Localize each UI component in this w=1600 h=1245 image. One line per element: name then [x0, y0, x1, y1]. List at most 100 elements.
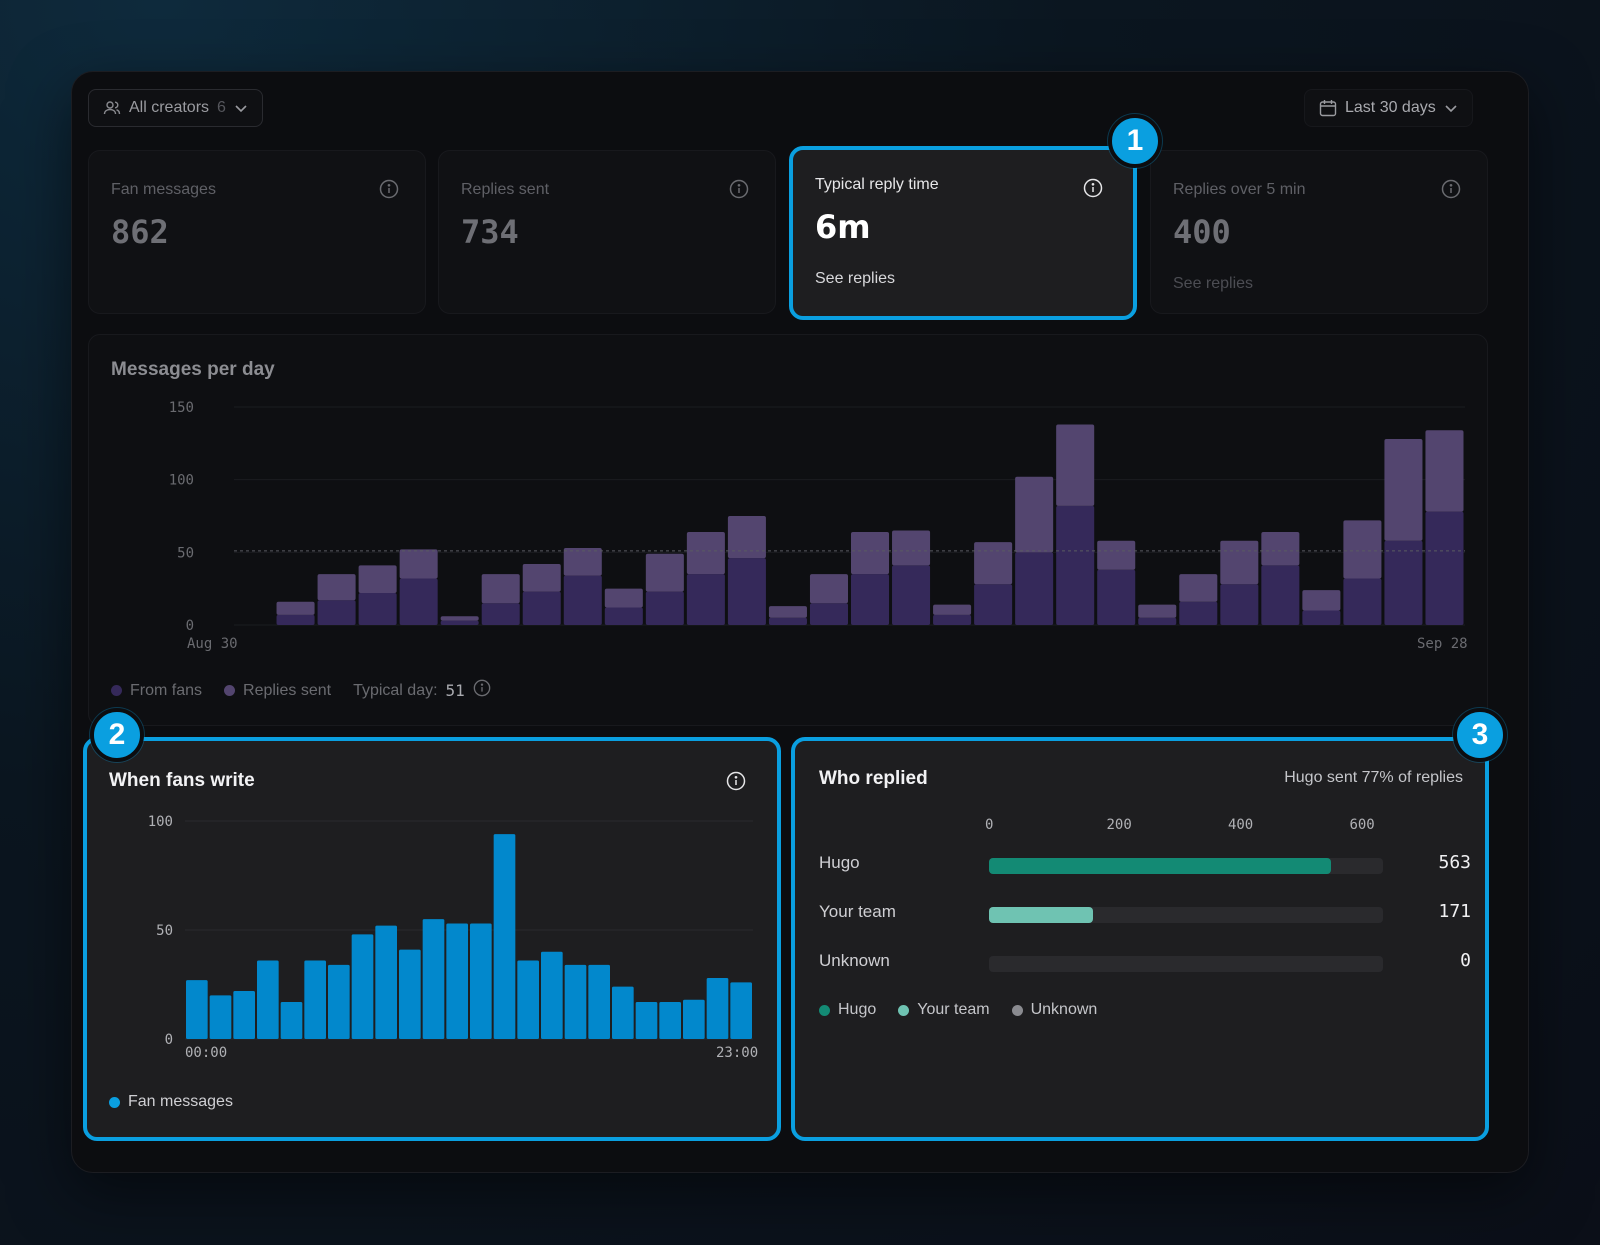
bar-hour: [257, 960, 279, 1039]
bar-from-fans: [727, 558, 766, 625]
legend-item-your-team: Your team: [898, 1001, 990, 1019]
bar-replies-sent: [933, 604, 972, 615]
bar-replies-sent: [317, 574, 356, 601]
messages-legend: From fans Replies sent Typical day: 51: [111, 679, 491, 702]
who-replied-panel: Who replied Hugo sent 77% of replies 0 20…: [791, 737, 1489, 1141]
fans-write-legend: Fan messages: [109, 1093, 233, 1111]
kpi-label: Replies over 5 min: [1173, 181, 1306, 198]
legend-label: Hugo: [838, 1001, 877, 1018]
info-icon[interactable]: [379, 179, 399, 199]
bar-from-fans: [768, 617, 807, 625]
bar-hour: [422, 919, 445, 1039]
see-replies-link[interactable]: See replies: [815, 270, 896, 287]
bar-replies-sent: [1138, 604, 1177, 618]
bar-replies-sent: [1261, 531, 1300, 566]
chevron-down-icon: [1444, 101, 1458, 115]
legend-dot: [111, 685, 122, 696]
bar-replies-sent: [522, 563, 561, 592]
legend-dot: [898, 1004, 910, 1016]
bar-fill: [989, 858, 1331, 874]
bar-hour: [328, 964, 350, 1039]
bar-replies-sent: [1056, 424, 1095, 506]
users-icon: [103, 99, 121, 117]
creators-filter[interactable]: All creators 6: [88, 89, 263, 127]
row-label: Your team: [819, 902, 896, 921]
kpi-replies-sent[interactable]: Replies sent 734: [438, 150, 776, 314]
who-replied-row: Your team 171: [819, 898, 1471, 928]
bar-from-fans: [1056, 505, 1095, 625]
kpi-replies-over-5-min[interactable]: Replies over 5 min 400 See replies: [1150, 150, 1488, 314]
bar-hour: [351, 934, 374, 1039]
bar-from-fans: [399, 578, 438, 625]
bar-track: [989, 956, 1383, 972]
messages-per-day-chart: 0 50 100 150: [169, 400, 1465, 634]
info-icon[interactable]: [1441, 179, 1461, 199]
bar-hour: [541, 951, 563, 1039]
bar-replies-sent: [399, 549, 438, 579]
info-icon[interactable]: [729, 179, 749, 199]
bar-replies-sent: [974, 542, 1013, 585]
kpi-fan-messages[interactable]: Fan messages 862: [88, 150, 426, 314]
when-fans-write-chart: 0 50 100: [148, 814, 753, 1048]
bar-track: [989, 907, 1383, 923]
legend-item-fan-messages: Fan messages: [109, 1093, 233, 1111]
who-replied-row: Unknown 0: [819, 947, 1471, 977]
date-range-label: Last 30 days: [1345, 99, 1436, 116]
legend-label: Your team: [917, 1001, 990, 1018]
callout-badge-2: 2: [90, 708, 144, 762]
kpi-typical-reply-time[interactable]: Typical reply time 6m See replies: [789, 146, 1137, 320]
bar-from-fans: [440, 620, 479, 625]
info-icon[interactable]: [473, 679, 491, 702]
bar-hour: [375, 925, 397, 1039]
kpi-value: 6m: [815, 208, 871, 246]
kpi-label: Replies sent: [461, 181, 550, 198]
messages-per-day-panel: Messages per day 0 50 100 150 Aug 30 Sep 28…: [88, 334, 1488, 726]
bar-from-fans: [1384, 540, 1423, 625]
bar-replies-sent: [768, 606, 807, 618]
see-replies-link[interactable]: See replies: [1173, 275, 1254, 292]
bar-from-fans: [358, 593, 397, 625]
info-icon[interactable]: [726, 771, 746, 791]
bar-replies-sent: [809, 574, 848, 604]
y-tick-label: 100: [169, 473, 194, 489]
date-range-filter[interactable]: Last 30 days: [1304, 89, 1473, 127]
y-tick-label: 0: [186, 618, 194, 634]
y-tick-label: 150: [169, 400, 194, 416]
kpi-value: 862: [111, 213, 169, 251]
bar-replies-sent: [481, 574, 520, 604]
bar-from-fans: [522, 591, 561, 625]
bar-hour: [446, 923, 468, 1039]
typical-day-label: Typical day:: [353, 681, 438, 699]
bar-replies-sent: [1097, 540, 1136, 570]
bar-replies-sent: [727, 516, 766, 559]
bar-from-fans: [809, 603, 848, 625]
bar-replies-sent: [440, 616, 479, 621]
legend-item-from-fans: From fans: [111, 682, 202, 700]
bar-from-fans: [604, 607, 643, 625]
row-label: Hugo: [819, 853, 860, 872]
bar-replies-sent: [563, 547, 602, 576]
bar-replies-sent: [1179, 574, 1218, 602]
x-axis-ticks: 0 200 400 600: [795, 817, 1493, 837]
bar-from-fans: [317, 600, 356, 625]
bar-from-fans: [276, 614, 315, 625]
legend-label: From fans: [130, 681, 203, 699]
kpi-value: 734: [461, 213, 519, 251]
bar-replies-sent: [358, 565, 397, 594]
bar-from-fans: [1343, 578, 1382, 625]
legend-dot: [224, 685, 236, 696]
bar-replies-sent: [645, 553, 684, 592]
legend-item-replies-sent: Replies sent: [224, 682, 331, 700]
bar-replies-sent: [276, 601, 315, 615]
bar-hour: [683, 999, 705, 1039]
panel-title: Messages per day: [111, 359, 275, 380]
info-icon[interactable]: [1083, 178, 1103, 198]
bar-from-fans: [892, 565, 931, 625]
row-value: 563: [1438, 852, 1471, 873]
y-tick-label: 50: [177, 545, 194, 561]
bar-from-fans: [851, 574, 890, 625]
callout-badge-1: 1: [1108, 114, 1162, 168]
bar-from-fans: [563, 575, 602, 625]
creators-count: 6: [217, 99, 226, 116]
legend-dot: [1011, 1004, 1023, 1016]
